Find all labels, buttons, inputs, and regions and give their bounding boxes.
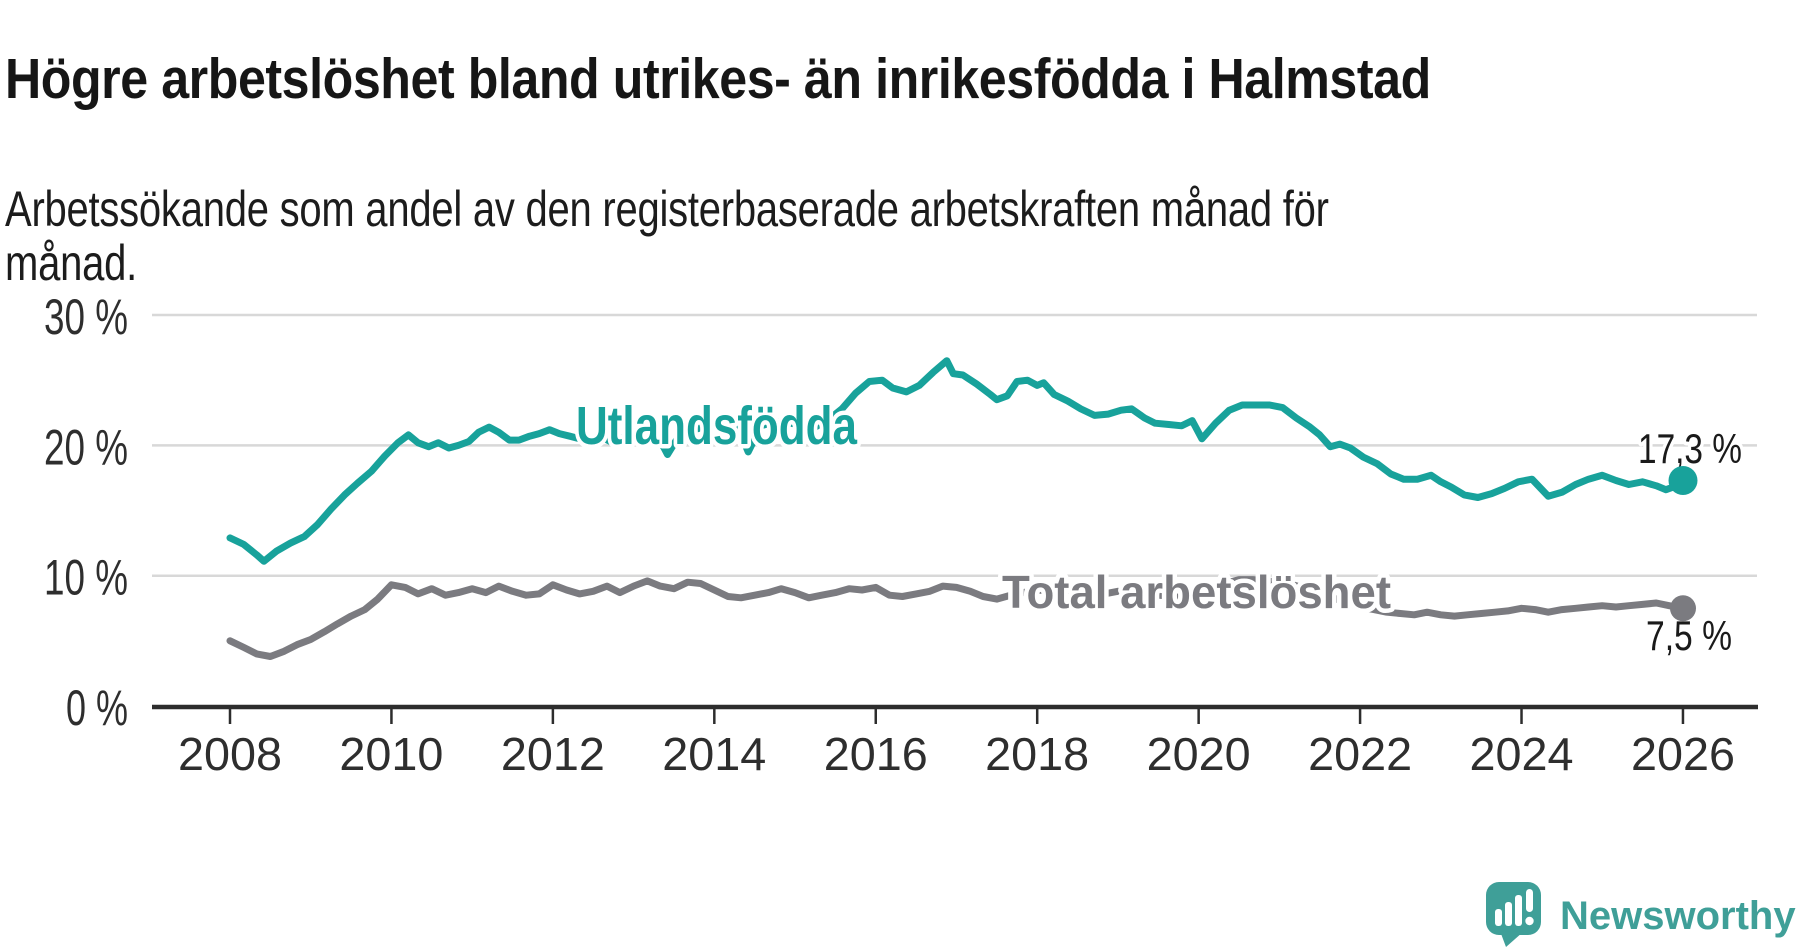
exclamation-bar-icon xyxy=(1526,889,1533,912)
y-tick-label-30: 30 % xyxy=(44,289,128,345)
exclamation-dot-icon xyxy=(1525,916,1534,926)
x-tick-label-2020: 2020 xyxy=(1147,728,1251,780)
x-tick-label-2022: 2022 xyxy=(1308,728,1412,780)
page-title: Högre arbetslöshet bland utrikes- än inr… xyxy=(5,47,1431,112)
series-line-total xyxy=(226,576,1687,660)
x-tick-label-2016: 2016 xyxy=(824,728,928,780)
x-tick-label-2018: 2018 xyxy=(985,728,1089,780)
series-line-utlandsfodda xyxy=(226,357,1687,565)
page-subtitle: Arbetssökande som andel av den registerb… xyxy=(5,181,1329,291)
bar-icon-short xyxy=(1495,909,1502,926)
bar-icon-medium xyxy=(1505,902,1512,926)
end-value-label-utlandsfodda: 17,3 % xyxy=(1638,425,1742,472)
y-tick-label-0: 0 % xyxy=(66,680,128,736)
x-tick-label-2010: 2010 xyxy=(339,728,443,780)
x-tick-label-2012: 2012 xyxy=(501,728,605,780)
brand-name: Newsworthy xyxy=(1560,894,1796,938)
end-dot-total xyxy=(1670,595,1696,622)
series-label-total: Total arbetslöshet xyxy=(1002,566,1391,618)
y-tick-label-20: 20 % xyxy=(44,419,128,475)
series-label-utlandsfodda: Utlandsfödda xyxy=(576,396,858,456)
newsworthy-logo: Newsworthy xyxy=(1486,882,1796,947)
end-dot-utlandsfodda xyxy=(1668,466,1698,495)
x-tick-label-2014: 2014 xyxy=(662,728,766,780)
x-tick-label-2026: 2026 xyxy=(1631,728,1735,780)
y-tick-label-10: 10 % xyxy=(44,550,128,606)
line-chart: 2008 2010 2012 2014 2016 2018 2020 2022 2024 2026… xyxy=(44,289,1758,780)
x-tick-label-2024: 2024 xyxy=(1470,728,1574,780)
x-tick-label-2008: 2008 xyxy=(178,728,282,780)
bar-icon-tall xyxy=(1515,895,1522,926)
newsworthy-bubble-icon xyxy=(1486,882,1541,947)
bubble-tail xyxy=(1500,931,1523,947)
